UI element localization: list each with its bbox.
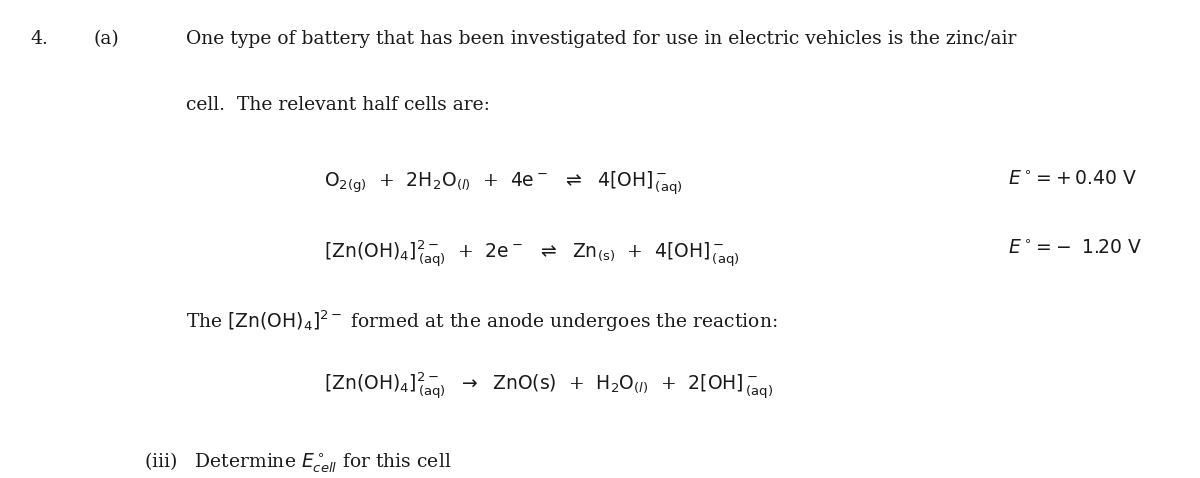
Text: $E^\circ\!=\!+0.40\ \mathrm{V}$: $E^\circ\!=\!+0.40\ \mathrm{V}$ bbox=[1008, 170, 1138, 188]
Text: $\mathrm{[Zn(OH)_4]^{2-}_{\,(aq)}}$  +  $\mathrm{2e^-}$  $\rightleftharpoons$  $: $\mathrm{[Zn(OH)_4]^{2-}_{\,(aq)}}$ + $\… bbox=[324, 239, 739, 269]
Text: $\mathrm{O_{2(g)}}$  +  $\mathrm{2H_2O_{(\mathit{l})}}$  +  $\mathrm{4e^-}$  $\r: $\mathrm{O_{2(g)}}$ + $\mathrm{2H_2O_{(\… bbox=[324, 170, 683, 197]
Text: 4.: 4. bbox=[30, 30, 48, 48]
Text: $E^\circ\!=\!-\ 1.20\ \mathrm{V}$: $E^\circ\!=\!-\ 1.20\ \mathrm{V}$ bbox=[1008, 239, 1142, 257]
Text: $\mathrm{[Zn(OH)_4]^{2-}_{\,(aq)}}$  $\rightarrow$  $\mathrm{ZnO(s)}$  +  $\math: $\mathrm{[Zn(OH)_4]^{2-}_{\,(aq)}}$ $\ri… bbox=[324, 370, 773, 401]
Text: One type of battery that has been investigated for use in electric vehicles is t: One type of battery that has been invest… bbox=[186, 30, 1016, 48]
Text: (iii)   Determine $E^\circ_{cell}$ for this cell: (iii) Determine $E^\circ_{cell}$ for thi… bbox=[144, 450, 451, 475]
Text: The $\mathrm{[Zn(OH)_4]^{2-}}$ formed at the anode undergoes the reaction:: The $\mathrm{[Zn(OH)_4]^{2-}}$ formed at… bbox=[186, 308, 778, 334]
Text: (a): (a) bbox=[94, 30, 119, 48]
Text: cell.  The relevant half cells are:: cell. The relevant half cells are: bbox=[186, 96, 490, 114]
